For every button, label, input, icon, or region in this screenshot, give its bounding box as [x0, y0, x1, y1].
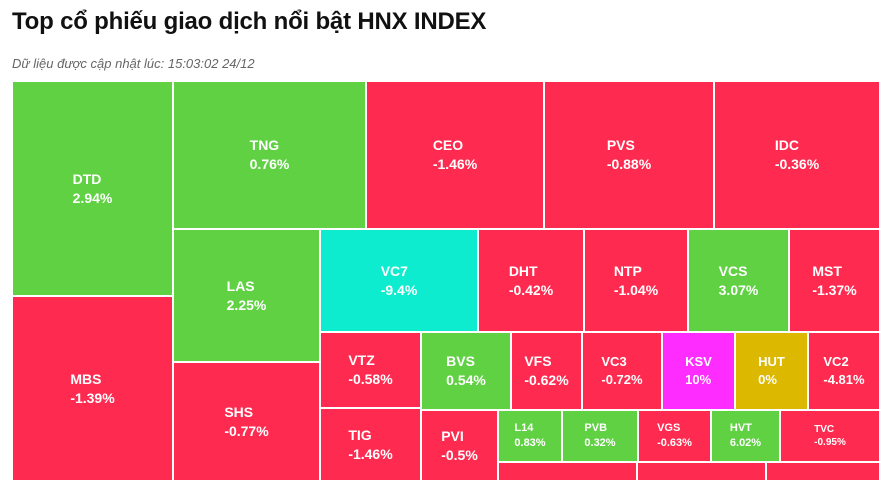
- stock-symbol: PVS: [606, 137, 635, 154]
- treemap-cell-pvi[interactable]: PVI -0.5%: [421, 410, 498, 481]
- treemap-cell-vgs[interactable]: VGS -0.63%: [638, 410, 711, 462]
- stock-change: 0.76%: [249, 156, 290, 172]
- stock-change: -0.62%: [524, 372, 569, 388]
- page-title: Top cổ phiếu giao dịch nổi bật HNX INDEX: [12, 8, 487, 35]
- treemap-cell-unlabeled-27[interactable]: [498, 462, 637, 481]
- stock-symbol: TVC: [814, 423, 835, 435]
- stock-symbol: MBS: [70, 370, 102, 387]
- treemap-cell-ksv[interactable]: KSV 10%: [662, 332, 735, 410]
- stock-change: -0.72%: [601, 372, 643, 387]
- stock-change: 0%: [758, 372, 777, 387]
- stock-symbol: VC2: [823, 354, 849, 370]
- treemap-cell-mbs[interactable]: MBS -1.39%: [12, 296, 173, 481]
- stock-change: 6.02%: [729, 437, 762, 449]
- update-time: Dữ liệu được cập nhật lúc: 15:03:02 24/1…: [12, 56, 255, 71]
- treemap-cell-unlabeled-28[interactable]: [637, 462, 766, 481]
- treemap-cell-vtz[interactable]: VTZ -0.58%: [320, 332, 421, 408]
- stock-symbol: VC7: [380, 262, 408, 279]
- treemap-cell-dht[interactable]: DHT -0.42%: [478, 229, 584, 332]
- stock-symbol: LAS: [226, 277, 255, 294]
- stock-symbol: KSV: [685, 354, 712, 370]
- stock-symbol: VTZ: [348, 352, 375, 369]
- stock-change: -0.5%: [441, 446, 478, 463]
- treemap-cell-hvt[interactable]: HVT 6.02%: [711, 410, 780, 462]
- stock-symbol: DHT: [508, 262, 538, 279]
- stock-change: -0.63%: [657, 437, 692, 449]
- stock-change: -0.77%: [224, 422, 269, 439]
- stock-change: 10%: [685, 372, 712, 387]
- stock-symbol: PVB: [584, 422, 608, 435]
- stock-change: 0.32%: [584, 437, 616, 449]
- stock-symbol: SHS: [224, 403, 254, 420]
- stock-symbol: CEO: [432, 137, 464, 154]
- stock-change: -4.81%: [823, 372, 865, 387]
- stock-change: 0.83%: [514, 437, 546, 449]
- stock-symbol: VC3: [601, 354, 627, 370]
- stock-change: 2.94%: [72, 189, 113, 206]
- stock-symbol: MST: [812, 262, 842, 279]
- treemap-cell-vcs[interactable]: VCS 3.07%: [688, 229, 789, 332]
- treemap: DTD 2.94% MBS -1.39% TNG 0.76% LAS 2.25% SHS -0.7…: [12, 81, 880, 481]
- stock-symbol: TIG: [348, 426, 372, 443]
- stock-symbol: HVT: [729, 422, 752, 435]
- treemap-cell-vc7[interactable]: VC7 -9.4%: [320, 229, 478, 332]
- stock-symbol: L14: [514, 422, 534, 435]
- stock-change: 2.25%: [226, 296, 267, 313]
- treemap-cell-shs[interactable]: SHS -0.77%: [173, 362, 320, 481]
- treemap-cell-vc3[interactable]: VC3 -0.72%: [582, 332, 662, 410]
- stock-change: -1.37%: [812, 281, 857, 298]
- treemap-cell-ntp[interactable]: NTP -1.04%: [584, 229, 688, 332]
- stock-symbol: VCS: [718, 262, 748, 279]
- stock-symbol: VGS: [657, 422, 681, 435]
- stock-symbol: NTP: [613, 262, 642, 279]
- stock-change: -1.39%: [70, 389, 115, 406]
- stock-symbol: TNG: [249, 137, 280, 154]
- stock-change: -1.46%: [348, 445, 393, 462]
- stock-symbol: IDC: [774, 137, 799, 154]
- treemap-cell-pvb[interactable]: PVB 0.32%: [562, 410, 638, 462]
- treemap-cell-vfs[interactable]: VFS -0.62%: [511, 332, 582, 410]
- treemap-cell-l14[interactable]: L14 0.83%: [498, 410, 562, 462]
- stock-change: -0.42%: [508, 281, 554, 298]
- treemap-cell-las[interactable]: LAS 2.25%: [173, 229, 320, 362]
- stock-change: -0.95%: [814, 437, 846, 448]
- treemap-cell-unlabeled-29[interactable]: [766, 462, 880, 481]
- treemap-cell-tvc[interactable]: TVC -0.95%: [780, 410, 880, 462]
- stock-change: -0.88%: [606, 156, 652, 172]
- treemap-cell-idc[interactable]: IDC -0.36%: [714, 81, 880, 229]
- stock-symbol: VFS: [524, 353, 552, 370]
- treemap-cell-dtd[interactable]: DTD 2.94%: [12, 81, 173, 296]
- treemap-cell-vc2[interactable]: VC2 -4.81%: [808, 332, 880, 410]
- stock-symbol: DTD: [72, 170, 102, 187]
- stock-symbol: PVI: [441, 427, 464, 444]
- stock-symbol: BVS: [446, 353, 475, 370]
- stock-symbol: HUT: [758, 354, 785, 370]
- stock-change: 0.54%: [446, 372, 486, 388]
- stock-change: -1.46%: [432, 156, 478, 172]
- treemap-cell-hut[interactable]: HUT 0%: [735, 332, 808, 410]
- treemap-cell-bvs[interactable]: BVS 0.54%: [421, 332, 511, 410]
- treemap-cell-tig[interactable]: TIG -1.46%: [320, 408, 421, 481]
- stock-change: -9.4%: [380, 281, 418, 298]
- stock-change: 3.07%: [718, 281, 759, 298]
- treemap-cell-mst[interactable]: MST -1.37%: [789, 229, 880, 332]
- stock-change: -1.04%: [613, 281, 659, 298]
- treemap-cell-ceo[interactable]: CEO -1.46%: [366, 81, 544, 229]
- treemap-cell-pvs[interactable]: PVS -0.88%: [544, 81, 714, 229]
- stock-change: -0.36%: [774, 156, 820, 172]
- stock-change: -0.58%: [348, 371, 393, 387]
- treemap-cell-tng[interactable]: TNG 0.76%: [173, 81, 366, 229]
